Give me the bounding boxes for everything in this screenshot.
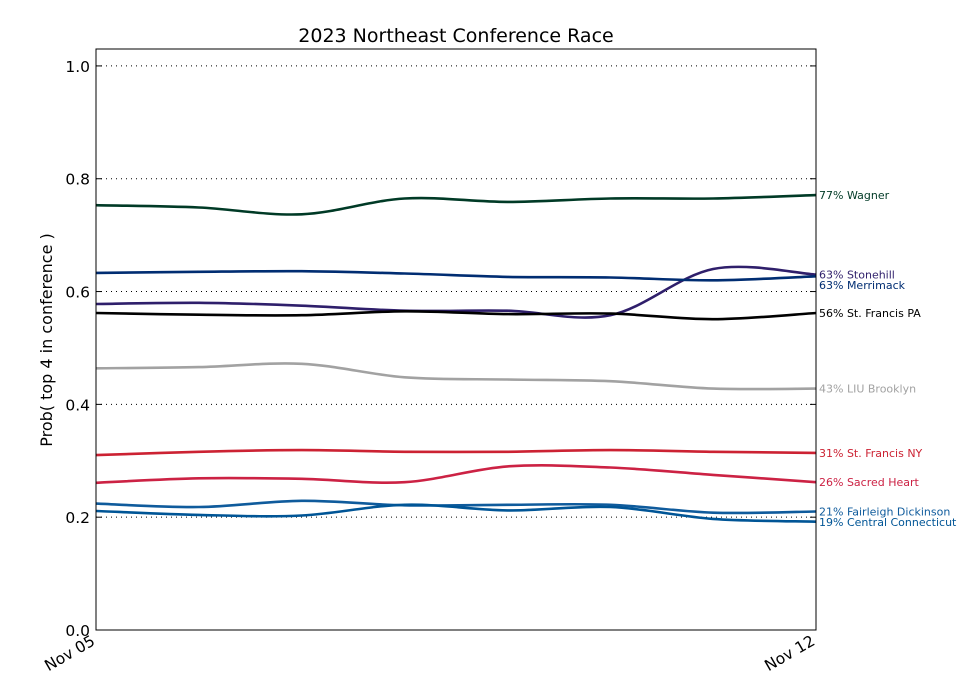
gridlines <box>96 65 816 518</box>
series-end-label-st-francis-pa: 56% St. Francis PA <box>819 307 921 320</box>
chart-title: 2023 Northeast Conference Race <box>298 25 613 47</box>
series-end-label-stonehill: 63% Stonehill <box>819 269 895 282</box>
y-tick-label: 0.2 <box>65 509 90 527</box>
series-end-label-liu-brooklyn: 43% LIU Brooklyn <box>819 383 916 396</box>
y-axis-ticks: 0.0 0.2 0.4 0.6 0.8 1.0 <box>65 58 816 640</box>
series-end-label-fairleigh-dickinson: 21% Fairleigh Dickinson <box>819 506 950 519</box>
y-tick-label: 0.6 <box>65 284 90 302</box>
series-line-wagner <box>95 193 817 216</box>
series-line-liu-brooklyn <box>95 362 817 391</box>
y-tick-label: 0.0 <box>65 622 90 640</box>
series-end-label-central-connecticut: 19% Central Connecticut <box>819 516 957 529</box>
series-line-st-francis-ny <box>95 448 817 457</box>
series-end-label-st-francis-ny: 31% St. Francis NY <box>819 447 923 460</box>
series-lines <box>95 193 817 523</box>
x-axis-ticks: Nov 05 Nov 12 <box>41 624 818 675</box>
series-end-label-merrimack: 63% Merrimack <box>819 279 906 292</box>
y-tick-label: 1.0 <box>65 58 90 76</box>
series-end-label-sacred-heart: 26% Sacred Heart <box>819 476 920 489</box>
series-line-central-connecticut <box>95 503 817 523</box>
series-line-stonehill <box>95 265 817 319</box>
series-line-sacred-heart <box>95 464 817 485</box>
series-line-st-francis-pa <box>95 309 817 321</box>
series-end-label-wagner: 77% Wagner <box>819 189 890 202</box>
x-tick-label: Nov 12 <box>761 632 818 675</box>
y-axis-label: Prob( top 4 in conference ) <box>37 233 56 447</box>
y-tick-label: 0.4 <box>65 396 90 414</box>
series-line-fairleigh-dickinson <box>95 499 817 515</box>
plot-frame <box>95 48 817 631</box>
series-line-merrimack <box>95 269 817 282</box>
y-tick-label: 0.8 <box>65 171 90 189</box>
